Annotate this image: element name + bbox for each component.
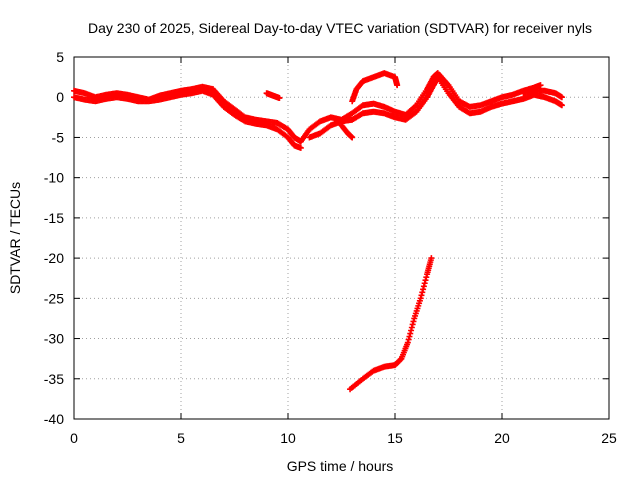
data-point bbox=[406, 333, 413, 340]
axis-ticks bbox=[73, 56, 610, 420]
data-point bbox=[420, 286, 427, 293]
y-axis-label: SDTVAR / TECUs bbox=[7, 182, 23, 294]
y-tick-label: -30 bbox=[44, 331, 64, 347]
data-point bbox=[408, 324, 415, 331]
data-point bbox=[408, 327, 415, 334]
x-tick-label: 0 bbox=[70, 430, 78, 446]
x-axis-label: GPS time / hours bbox=[287, 458, 394, 474]
data-point bbox=[558, 102, 565, 109]
data-point bbox=[428, 255, 435, 262]
x-tick-label: 20 bbox=[494, 430, 510, 446]
data-point bbox=[421, 280, 428, 287]
data-point bbox=[394, 82, 401, 89]
data-point bbox=[409, 321, 416, 328]
series-satellite-h bbox=[520, 87, 565, 101]
y-tick-label: -35 bbox=[44, 371, 64, 387]
data-point bbox=[417, 295, 424, 302]
data-point bbox=[423, 274, 430, 281]
data-point bbox=[558, 94, 565, 101]
x-tick-label: 10 bbox=[280, 430, 296, 446]
data-point bbox=[297, 144, 304, 151]
data-point bbox=[420, 283, 427, 290]
series-satellite-e bbox=[306, 74, 565, 141]
x-tick-label: 15 bbox=[387, 430, 403, 446]
data-point bbox=[349, 134, 356, 141]
data-point bbox=[405, 336, 412, 343]
data-point bbox=[422, 277, 429, 284]
y-tick-labels: 5 0 -5 -10 -15 -20 -25 -30 -35 -40 bbox=[44, 49, 64, 427]
data-point bbox=[276, 95, 283, 102]
x-tick-label: 25 bbox=[601, 430, 617, 446]
y-tick-label: -20 bbox=[44, 250, 64, 266]
data-point bbox=[419, 289, 426, 296]
data-point bbox=[404, 339, 411, 346]
series-satellite-g bbox=[349, 70, 401, 105]
grid-lines bbox=[74, 57, 609, 419]
series-satellite-f bbox=[338, 122, 356, 141]
series-satellite-i bbox=[347, 255, 435, 393]
chart-title: Day 230 of 2025, Sidereal Day-to-day VTE… bbox=[88, 20, 592, 36]
data-point bbox=[418, 292, 425, 299]
data-points bbox=[71, 70, 565, 393]
x-tick-labels: 0 5 10 15 20 25 bbox=[70, 430, 617, 446]
series-satellite-c bbox=[263, 90, 283, 102]
y-tick-label: -15 bbox=[44, 210, 64, 226]
x-tick-label: 5 bbox=[177, 430, 185, 446]
y-tick-label: 0 bbox=[56, 89, 64, 105]
series-satellite-b bbox=[71, 87, 304, 151]
data-point bbox=[410, 318, 417, 325]
y-tick-label: 5 bbox=[56, 49, 64, 65]
data-point bbox=[407, 330, 414, 337]
y-tick-label: -10 bbox=[44, 170, 64, 186]
y-tick-label: -5 bbox=[52, 129, 65, 145]
plot-frame bbox=[73, 56, 610, 420]
series-satellite-d bbox=[297, 70, 544, 145]
y-tick-label: -40 bbox=[44, 411, 64, 427]
data-point bbox=[537, 82, 544, 89]
y-tick-label: -25 bbox=[44, 290, 64, 306]
